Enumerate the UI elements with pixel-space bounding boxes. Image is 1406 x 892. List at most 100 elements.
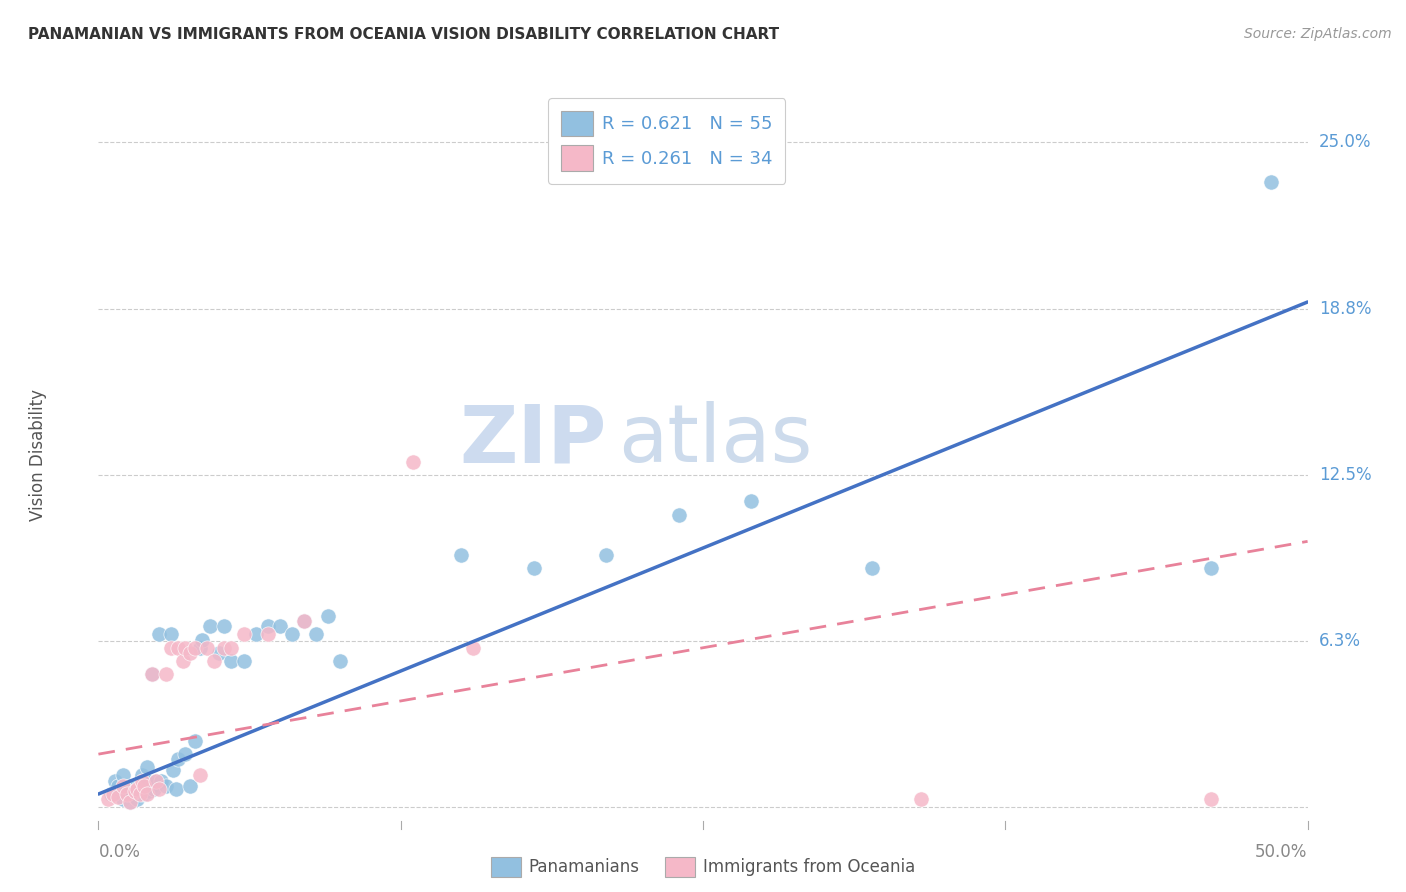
Point (740, 494, 762, 508)
Point (107, 789, 129, 804)
Point (160, 640, 183, 655)
Point (107, 779, 129, 793)
Point (523, 561, 546, 575)
Point (150, 773, 173, 788)
Point (281, 627, 304, 641)
Text: 18.8%: 18.8% (1319, 300, 1371, 318)
Point (174, 640, 197, 655)
Point (191, 632, 214, 647)
Point (668, 508, 690, 522)
Point (143, 781, 166, 796)
Point (212, 640, 235, 655)
Point (1260, 175, 1282, 189)
Point (148, 627, 170, 641)
Point (450, 548, 472, 562)
Point (124, 784, 146, 798)
Text: 25.0%: 25.0% (1319, 134, 1371, 152)
Point (127, 792, 149, 806)
Point (111, 792, 134, 806)
Point (155, 667, 177, 681)
Point (184, 640, 207, 655)
Text: 0.0%: 0.0% (98, 843, 141, 861)
Point (101, 787, 124, 801)
Point (118, 779, 141, 793)
Point (232, 654, 254, 668)
Point (141, 667, 163, 681)
Text: Vision Disability: Vision Disability (30, 389, 46, 521)
Point (148, 781, 170, 796)
Point (131, 768, 153, 782)
Point (316, 608, 339, 623)
Text: 12.5%: 12.5% (1319, 466, 1371, 483)
Point (232, 627, 254, 641)
Point (134, 779, 156, 793)
Point (305, 627, 328, 641)
Point (117, 787, 139, 801)
Point (910, 792, 932, 806)
Point (100, 787, 122, 801)
Point (141, 779, 163, 793)
Point (292, 614, 315, 628)
Point (118, 795, 141, 809)
Point (1199, 561, 1222, 575)
Point (162, 763, 184, 777)
Point (135, 773, 157, 788)
Point (184, 734, 207, 748)
Point (402, 454, 425, 468)
Point (160, 627, 183, 641)
Text: 50.0%: 50.0% (1256, 843, 1308, 861)
Point (145, 773, 167, 788)
Point (179, 779, 201, 793)
Point (463, 640, 485, 655)
Point (221, 640, 243, 655)
Text: PANAMANIAN VS IMMIGRANTS FROM OCEANIA VISION DISABILITY CORRELATION CHART: PANAMANIAN VS IMMIGRANTS FROM OCEANIA VI… (28, 27, 779, 42)
Point (172, 654, 194, 668)
Point (204, 654, 226, 668)
Point (221, 654, 243, 668)
Point (174, 747, 197, 761)
Point (208, 646, 231, 660)
Point (124, 789, 146, 804)
Point (141, 667, 163, 681)
Point (128, 787, 150, 801)
Point (198, 619, 221, 633)
Text: atlas: atlas (619, 401, 813, 479)
Point (135, 760, 157, 774)
Point (860, 561, 883, 575)
Point (124, 784, 146, 798)
Point (1199, 792, 1222, 806)
Point (117, 787, 139, 801)
Point (245, 627, 267, 641)
Point (155, 779, 177, 793)
Text: ZIP: ZIP (458, 401, 606, 479)
Point (167, 752, 190, 766)
Point (131, 773, 153, 788)
Point (135, 787, 157, 801)
Point (128, 781, 150, 796)
Point (134, 787, 156, 801)
Point (269, 619, 291, 633)
Point (256, 619, 278, 633)
Point (97, 792, 120, 806)
Point (167, 640, 190, 655)
Point (595, 548, 617, 562)
Point (179, 646, 201, 660)
Point (111, 768, 134, 782)
Point (131, 779, 153, 793)
Point (165, 781, 187, 796)
Point (329, 654, 352, 668)
Point (188, 640, 211, 655)
Point (188, 768, 211, 782)
Point (138, 784, 160, 798)
Point (118, 795, 141, 809)
Legend: Panamanians, Immigrants from Oceania: Panamanians, Immigrants from Oceania (482, 848, 924, 886)
Point (292, 614, 315, 628)
Point (195, 640, 218, 655)
Point (111, 779, 134, 793)
Text: Source: ZipAtlas.com: Source: ZipAtlas.com (1244, 27, 1392, 41)
Point (104, 773, 127, 788)
Point (127, 781, 149, 796)
Point (212, 619, 235, 633)
Point (256, 627, 278, 641)
Point (145, 773, 167, 788)
